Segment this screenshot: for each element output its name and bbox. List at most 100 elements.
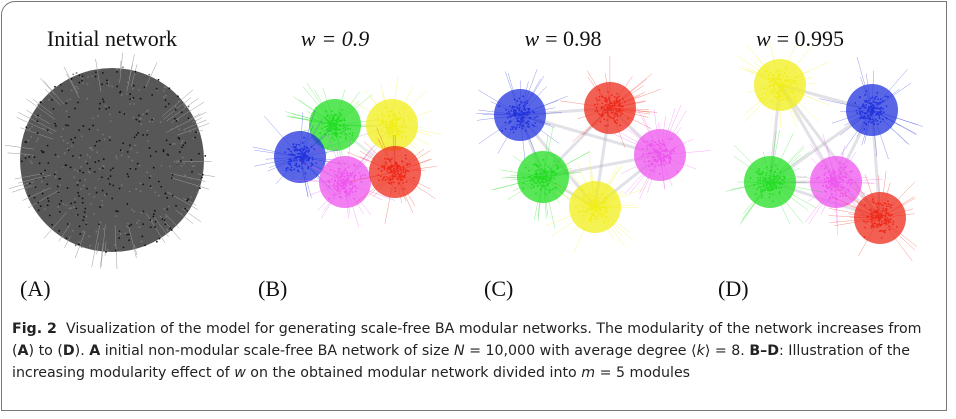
node (598, 113, 600, 115)
node (170, 177, 173, 179)
node (293, 146, 296, 149)
node (662, 155, 664, 158)
node (59, 184, 62, 187)
node (776, 180, 778, 183)
node (870, 226, 873, 229)
node (80, 188, 83, 191)
node (290, 166, 293, 169)
node (156, 89, 158, 92)
node (777, 84, 780, 86)
node (600, 203, 603, 205)
node (769, 90, 772, 93)
node (142, 183, 145, 186)
node (772, 79, 774, 81)
edge (119, 52, 123, 83)
node (103, 138, 106, 141)
node (386, 158, 388, 161)
node (94, 75, 97, 78)
node (531, 110, 534, 113)
node (311, 163, 314, 166)
node (46, 197, 49, 200)
node (670, 137, 673, 140)
node (762, 183, 765, 186)
node (146, 129, 149, 132)
node (514, 128, 517, 131)
node (74, 107, 76, 110)
node (610, 205, 612, 208)
node (341, 109, 344, 111)
node (783, 177, 786, 180)
edge (153, 216, 169, 237)
node (287, 162, 290, 165)
node (157, 180, 160, 183)
module (810, 156, 862, 208)
edge (119, 60, 122, 72)
node (870, 105, 872, 108)
node (96, 151, 98, 154)
node (779, 84, 782, 86)
node (51, 98, 53, 101)
node (55, 125, 57, 127)
node (129, 98, 132, 101)
node (169, 165, 171, 168)
node (871, 200, 874, 203)
node (608, 115, 611, 118)
node (95, 191, 98, 194)
caption-run: ). (74, 343, 90, 359)
node (289, 168, 292, 171)
edge (43, 80, 65, 105)
node (299, 150, 302, 153)
caption-run: = 10,000 with average degree ⟨ (464, 343, 697, 359)
node (187, 105, 190, 108)
node (391, 157, 393, 160)
node (109, 120, 112, 123)
node (824, 172, 827, 175)
node (847, 179, 850, 182)
node (641, 147, 644, 150)
node (880, 229, 883, 232)
node (130, 223, 133, 226)
node (598, 98, 601, 101)
node (176, 125, 179, 128)
node (63, 152, 66, 155)
node (593, 103, 596, 106)
node (609, 116, 612, 119)
node (782, 98, 785, 100)
node (324, 126, 326, 128)
node (896, 226, 898, 228)
node (115, 155, 118, 158)
node (43, 189, 45, 192)
node (389, 179, 392, 182)
node (854, 102, 857, 104)
node (665, 162, 668, 165)
node (836, 181, 839, 184)
node (307, 167, 309, 170)
node (128, 224, 131, 227)
node (778, 98, 781, 101)
network-modular (725, 42, 924, 262)
node (666, 154, 669, 157)
node (392, 172, 395, 175)
title-run: = 0.9 (321, 26, 370, 51)
node (295, 157, 297, 160)
node (391, 126, 394, 129)
node (402, 188, 405, 190)
node (772, 84, 775, 87)
node (619, 114, 622, 117)
node (344, 138, 347, 140)
node (610, 94, 613, 97)
node (761, 172, 764, 175)
node (190, 177, 193, 180)
node (871, 104, 874, 107)
edge (191, 117, 203, 123)
node (105, 108, 108, 110)
node (881, 210, 884, 213)
node (669, 160, 671, 162)
node (773, 184, 775, 187)
network-a (4, 52, 215, 269)
node (362, 173, 364, 176)
node (157, 194, 160, 197)
node (342, 178, 344, 181)
node (204, 154, 207, 157)
node (385, 120, 388, 123)
